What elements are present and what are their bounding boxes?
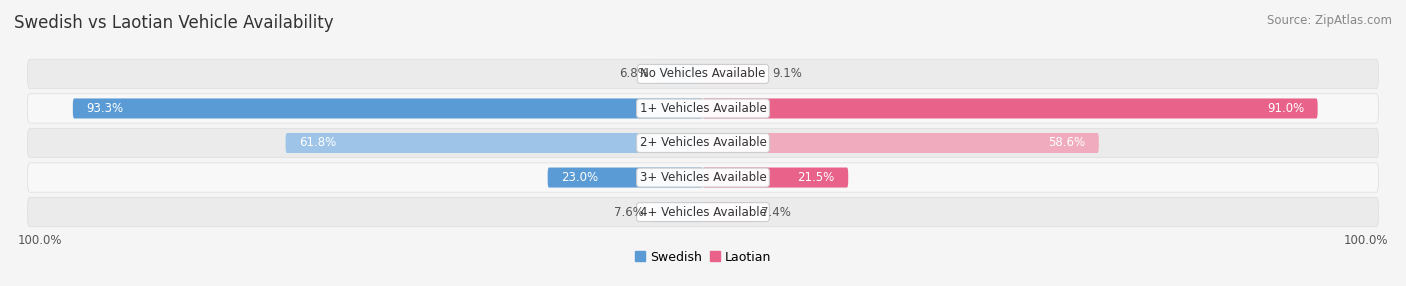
FancyBboxPatch shape	[285, 133, 703, 153]
Text: 9.1%: 9.1%	[772, 67, 803, 80]
Text: 61.8%: 61.8%	[299, 136, 336, 150]
FancyBboxPatch shape	[703, 168, 848, 188]
Text: 21.5%: 21.5%	[797, 171, 835, 184]
FancyBboxPatch shape	[657, 64, 703, 84]
Text: 91.0%: 91.0%	[1267, 102, 1305, 115]
Text: 4+ Vehicles Available: 4+ Vehicles Available	[640, 206, 766, 219]
Text: 93.3%: 93.3%	[86, 102, 124, 115]
FancyBboxPatch shape	[703, 64, 765, 84]
FancyBboxPatch shape	[703, 98, 1317, 118]
FancyBboxPatch shape	[28, 59, 1378, 89]
Text: 2+ Vehicles Available: 2+ Vehicles Available	[640, 136, 766, 150]
Text: 100.0%: 100.0%	[17, 234, 62, 247]
FancyBboxPatch shape	[651, 202, 703, 222]
Text: 100.0%: 100.0%	[1344, 234, 1389, 247]
FancyBboxPatch shape	[703, 133, 1099, 153]
Text: 58.6%: 58.6%	[1047, 136, 1085, 150]
Text: 1+ Vehicles Available: 1+ Vehicles Available	[640, 102, 766, 115]
FancyBboxPatch shape	[73, 98, 703, 118]
FancyBboxPatch shape	[28, 163, 1378, 192]
Text: 23.0%: 23.0%	[561, 171, 599, 184]
Text: Swedish vs Laotian Vehicle Availability: Swedish vs Laotian Vehicle Availability	[14, 14, 333, 32]
FancyBboxPatch shape	[28, 197, 1378, 227]
FancyBboxPatch shape	[548, 168, 703, 188]
Text: 3+ Vehicles Available: 3+ Vehicles Available	[640, 171, 766, 184]
FancyBboxPatch shape	[703, 202, 754, 222]
FancyBboxPatch shape	[28, 94, 1378, 123]
Text: 7.6%: 7.6%	[613, 206, 644, 219]
Text: 6.8%: 6.8%	[619, 67, 650, 80]
Text: 7.4%: 7.4%	[761, 206, 792, 219]
FancyBboxPatch shape	[28, 128, 1378, 158]
Text: Source: ZipAtlas.com: Source: ZipAtlas.com	[1267, 14, 1392, 27]
Text: No Vehicles Available: No Vehicles Available	[640, 67, 766, 80]
Legend: Swedish, Laotian: Swedish, Laotian	[630, 246, 776, 269]
